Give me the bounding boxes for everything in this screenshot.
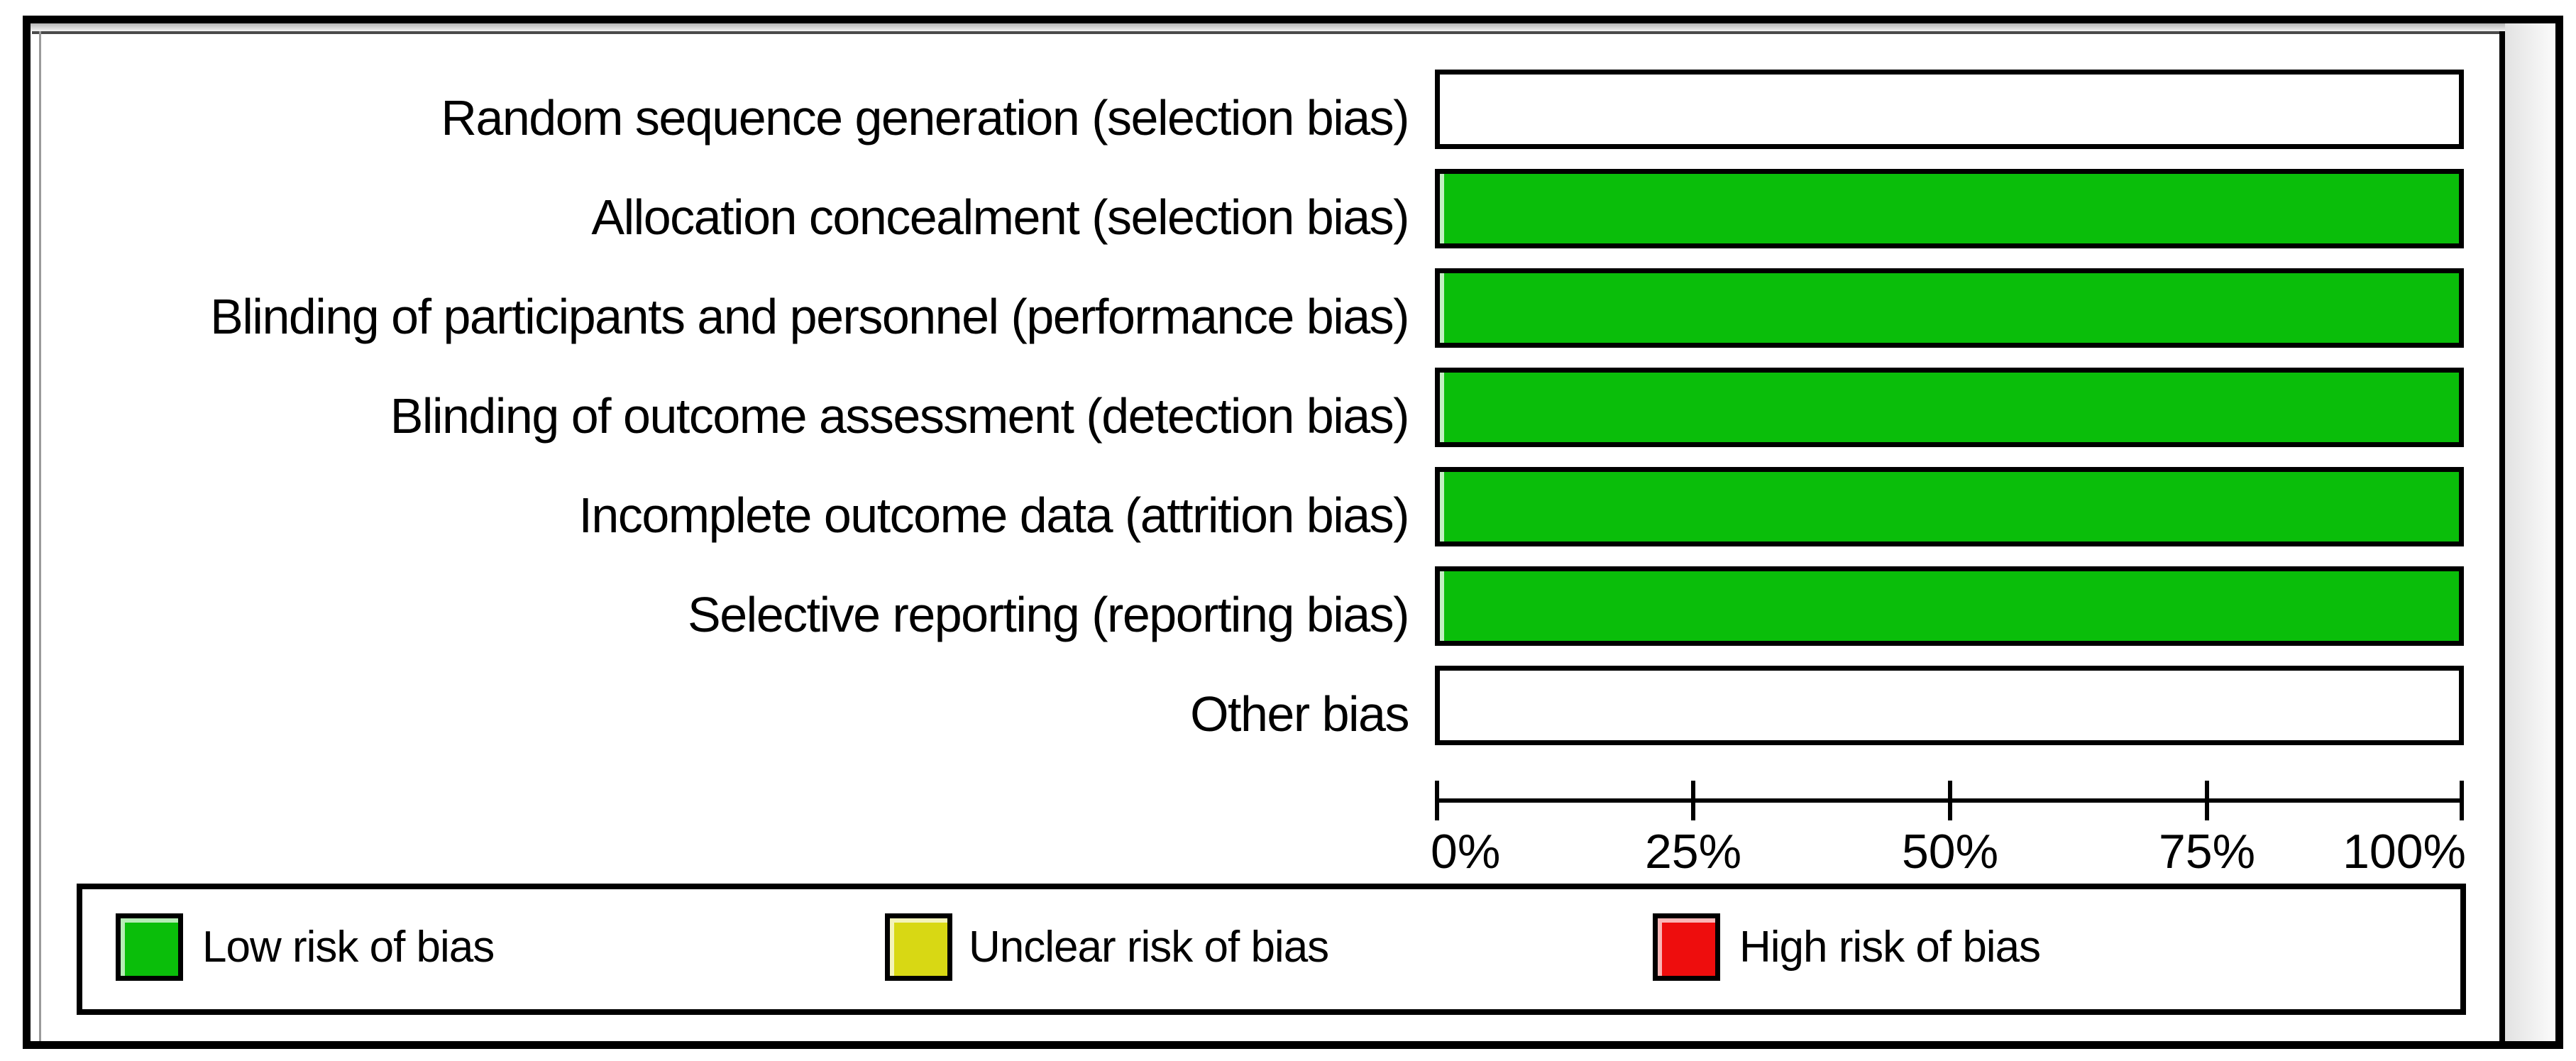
bias-domain-label-allocation: Allocation concealment (selection bias) (591, 189, 1409, 245)
legend-swatch-fill (1658, 918, 1715, 976)
bias-bar-fill (1440, 571, 2459, 641)
legend-swatch-high-risk (1653, 913, 1720, 981)
legend-swatch-fill (890, 918, 947, 976)
bias-domain-label-blinding-personnel: Blinding of participants and personnel (… (210, 289, 1409, 344)
bias-bar-fill (1440, 273, 2459, 343)
bias-bar-fill (1440, 373, 2459, 442)
bias-bar-incomplete-data (1435, 467, 2464, 546)
bias-bar-random-sequence (1435, 70, 2464, 149)
bias-bar-allocation (1435, 169, 2464, 248)
bias-bar-selective-reporting (1435, 566, 2464, 646)
legend-box (77, 884, 2466, 1015)
panel-bevel-right-line (2499, 31, 2505, 1041)
panel-bevel-top-band (31, 23, 2555, 31)
x-axis-tick-label-25: 25% (1644, 825, 1742, 879)
x-axis-tick-label-100: 100% (2343, 825, 2466, 879)
x-axis-tick-0 (1435, 781, 1439, 820)
bias-bar-fill (1440, 472, 2459, 542)
x-axis-tick-label-75: 75% (2158, 825, 2256, 879)
bias-bar-fill (1440, 174, 2459, 243)
x-axis-tick-25 (1691, 781, 1695, 820)
panel-bevel-right-band (2505, 23, 2555, 1041)
bias-domain-label-selective-reporting: Selective reporting (reporting bias) (688, 587, 1409, 642)
panel-bevel-top-line (32, 31, 2505, 34)
x-axis-tick-50 (1948, 781, 1952, 820)
legend-label-high-risk: High risk of bias (1739, 923, 2041, 972)
panel-bevel-left-line (39, 31, 41, 1041)
bias-domain-label-random-sequence: Random sequence generation (selection bi… (441, 90, 1409, 145)
legend-swatch-fill (121, 918, 178, 976)
bias-domain-label-blinding-outcome: Blinding of outcome assessment (detectio… (390, 388, 1410, 444)
bias-bar-other-bias (1435, 666, 2464, 745)
legend-label-unclear-risk: Unclear risk of bias (969, 923, 1329, 972)
legend-label-low-risk: Low risk of bias (202, 923, 495, 972)
x-axis-tick-label-0: 0% (1431, 825, 1501, 879)
bias-domain-label-incomplete-data: Incomplete outcome data (attrition bias) (578, 488, 1409, 543)
x-axis-tick-75 (2205, 781, 2209, 820)
legend-swatch-low-risk (116, 913, 183, 981)
bias-bar-blinding-personnel (1435, 268, 2464, 348)
x-axis-tick-100 (2460, 781, 2464, 820)
bias-bar-blinding-outcome (1435, 368, 2464, 447)
bias-domain-label-other-bias: Other bias (1190, 686, 1409, 742)
x-axis-tick-label-50: 50% (1901, 825, 1999, 879)
legend-swatch-unclear-risk (885, 913, 952, 981)
